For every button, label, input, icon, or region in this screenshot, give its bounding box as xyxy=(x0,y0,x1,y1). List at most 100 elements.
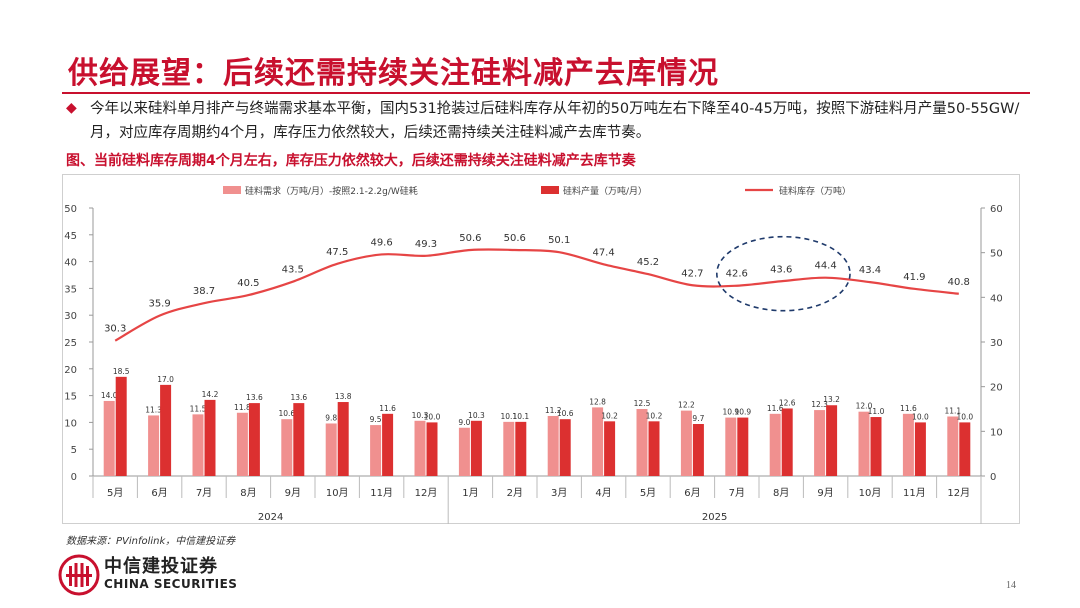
legend-label: 硅料需求（万吨/月）-按照2.1-2.2g/W硅耗 xyxy=(245,185,418,197)
production-bar xyxy=(337,402,349,476)
x-axis-tick-label: 9月 xyxy=(817,487,833,499)
diamond-bullet-icon: ◆ xyxy=(66,100,77,116)
production-bar xyxy=(160,384,172,476)
x-axis-tick-label: 10月 xyxy=(326,487,349,499)
production-bar xyxy=(870,417,882,476)
production-bar xyxy=(692,424,704,476)
demand-bar xyxy=(725,417,737,476)
demand-bar-label: 11.6 xyxy=(900,404,917,413)
demand-bar xyxy=(814,410,826,476)
demand-bar xyxy=(592,407,604,476)
production-bar-label: 14.2 xyxy=(202,390,219,399)
demand-bar-label: 11.2 xyxy=(545,406,562,415)
x-axis-tick-label: 9月 xyxy=(285,487,301,499)
inventory-line-label: 40.8 xyxy=(948,277,970,288)
inventory-line-label: 45.2 xyxy=(637,257,659,268)
title-underline xyxy=(62,92,1030,94)
production-bar xyxy=(914,422,926,476)
inventory-line-label: 41.9 xyxy=(903,272,925,283)
demand-bar-label: 9.5 xyxy=(370,415,382,424)
left-axis-tick-label: 30 xyxy=(64,311,77,322)
year-group-label: 2025 xyxy=(702,512,727,523)
x-axis-tick-label: 7月 xyxy=(196,487,212,499)
inventory-line-label: 38.7 xyxy=(193,286,215,297)
demand-bar xyxy=(947,416,959,476)
right-axis-tick-label: 20 xyxy=(990,383,1003,394)
inventory-line-label: 42.7 xyxy=(681,268,703,279)
production-bar xyxy=(204,399,216,476)
inventory-line-label: 49.3 xyxy=(415,239,437,250)
production-bar-label: 10.2 xyxy=(646,411,663,420)
x-axis-tick-label: 3月 xyxy=(551,487,567,499)
x-axis-tick-label: 1月 xyxy=(462,487,478,499)
slide-title: 供给展望：后续还需持续关注硅料减产去库情况 xyxy=(68,56,719,91)
demand-bar xyxy=(281,419,293,476)
production-bar xyxy=(426,422,438,476)
demand-bar-label: 11.8 xyxy=(234,403,251,412)
left-axis-tick-label: 45 xyxy=(64,231,77,242)
demand-bar xyxy=(858,411,870,476)
legend-swatch xyxy=(541,186,559,194)
production-bar xyxy=(115,376,127,476)
production-bar-label: 17.0 xyxy=(157,375,174,384)
left-axis-tick-label: 5 xyxy=(71,445,77,456)
production-bar-label: 10.9 xyxy=(734,408,751,417)
logo-text-cn: 中信建投证券 xyxy=(104,556,218,577)
demand-bar xyxy=(902,413,914,476)
chart-container: 0 5 10 15 20 25 30 35 40 45 50 0 10 20 30 40 50 60 5月 6月 7月 8… xyxy=(62,174,1020,524)
production-bar-label: 13.8 xyxy=(335,392,352,401)
demand-bar-label: 10.1 xyxy=(500,412,517,421)
production-bar xyxy=(648,421,660,476)
x-axis-tick-label: 11月 xyxy=(903,487,926,499)
inventory-line-label: 50.6 xyxy=(459,233,481,244)
x-axis-tick-label: 2月 xyxy=(507,487,523,499)
inventory-line-label: 50.1 xyxy=(548,235,570,246)
logo-text-en: CHINA SECURITIES xyxy=(104,577,238,591)
right-axis-tick-label: 10 xyxy=(990,427,1003,438)
legend-label: 硅料库存（万吨） xyxy=(779,185,851,197)
demand-bar xyxy=(370,425,382,476)
demand-bar xyxy=(148,415,160,476)
production-bar xyxy=(604,421,616,476)
left-axis-tick-label: 35 xyxy=(64,284,77,295)
demand-bar xyxy=(325,423,337,476)
demand-bar-label: 12.0 xyxy=(856,402,873,411)
production-bar xyxy=(737,417,749,476)
legend-swatch xyxy=(223,186,241,194)
inventory-line-label: 44.4 xyxy=(814,261,836,272)
inventory-line-label: 40.5 xyxy=(237,278,259,289)
production-bar xyxy=(559,419,571,476)
demand-bar-label: 12.5 xyxy=(634,399,651,408)
left-axis-tick-label: 10 xyxy=(64,418,77,429)
inventory-line-label: 42.6 xyxy=(726,269,748,280)
legend-label: 硅料产量（万吨/月） xyxy=(563,185,647,197)
page-number: 14 xyxy=(1006,580,1016,591)
demand-bar-label: 10.9 xyxy=(722,408,739,417)
inventory-line-label: 50.6 xyxy=(504,233,526,244)
demand-bar xyxy=(414,420,426,476)
production-bar xyxy=(248,403,260,476)
x-axis-tick-label: 12月 xyxy=(947,487,970,499)
company-logo: 中信建投证券 CHINA SECURITIES xyxy=(58,550,258,598)
demand-bar-label: 10.3 xyxy=(412,411,429,420)
production-bar xyxy=(826,405,838,476)
x-axis-tick-label: 4月 xyxy=(595,487,611,499)
production-bar xyxy=(382,413,394,476)
production-bar-label: 10.0 xyxy=(956,412,973,421)
inventory-line-label: 47.5 xyxy=(326,247,348,258)
demand-bar xyxy=(192,414,204,476)
year-group-label: 2024 xyxy=(258,512,283,523)
inventory-line-label: 30.3 xyxy=(104,324,126,335)
x-axis-tick-label: 8月 xyxy=(773,487,789,499)
demand-bar-label: 14.0 xyxy=(101,391,118,400)
x-axis-tick-label: 5月 xyxy=(107,487,123,499)
data-source: 数据来源：PVinfolink，中信建投证券 xyxy=(66,536,236,547)
inventory-line-label: 35.9 xyxy=(148,299,170,310)
x-axis-tick-label: 6月 xyxy=(684,487,700,499)
left-axis-tick-label: 50 xyxy=(64,204,77,215)
production-bar xyxy=(293,403,305,476)
demand-bar xyxy=(680,410,692,476)
right-axis-tick-label: 30 xyxy=(990,338,1003,349)
left-axis-tick-label: 25 xyxy=(64,338,77,349)
right-axis-tick-label: 40 xyxy=(990,293,1003,304)
